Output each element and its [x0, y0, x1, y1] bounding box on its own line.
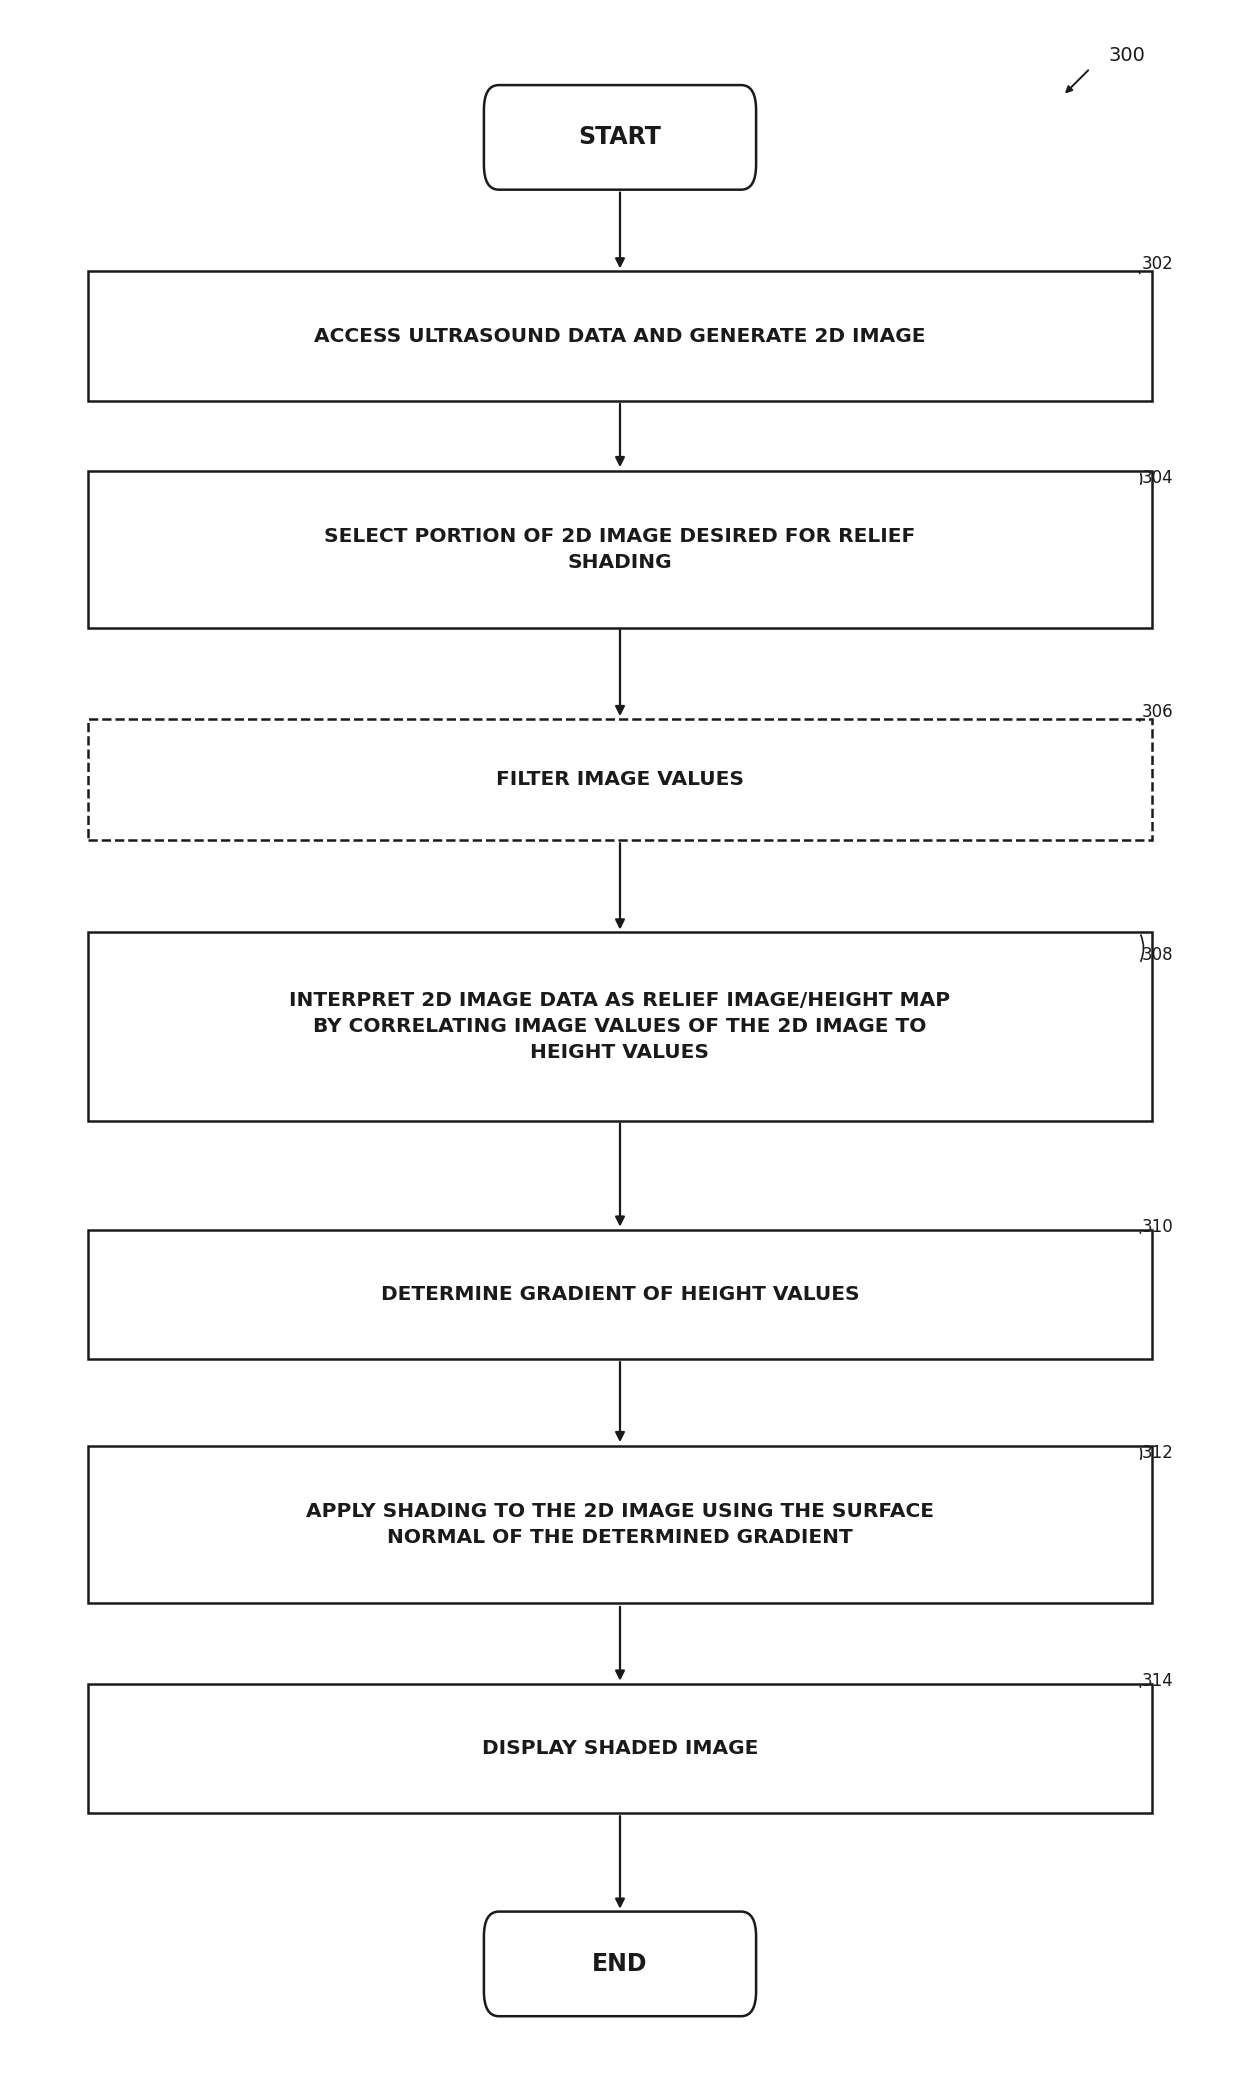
Text: SELECT PORTION OF 2D IMAGE DESIRED FOR RELIEF
SHADING: SELECT PORTION OF 2D IMAGE DESIRED FOR R… [325, 528, 915, 572]
Text: 308: 308 [1142, 945, 1174, 964]
FancyBboxPatch shape [484, 86, 756, 191]
Text: 310: 310 [1142, 1217, 1174, 1236]
Bar [88, 719, 1152, 840]
Text: ACCESS ULTRASOUND DATA AND GENERATE 2D IMAGE: ACCESS ULTRASOUND DATA AND GENERATE 2D I… [314, 327, 926, 346]
Text: 302: 302 [1142, 256, 1174, 272]
Text: 312: 312 [1142, 1443, 1174, 1462]
Bar [88, 932, 1152, 1121]
Bar [88, 1446, 1152, 1603]
Text: 300: 300 [1109, 46, 1146, 65]
Bar [88, 270, 1152, 400]
Text: START: START [579, 126, 661, 149]
Text: END: END [593, 1953, 647, 1976]
Text: FILTER IMAGE VALUES: FILTER IMAGE VALUES [496, 771, 744, 790]
FancyBboxPatch shape [484, 1911, 756, 2015]
Text: APPLY SHADING TO THE 2D IMAGE USING THE SURFACE
NORMAL OF THE DETERMINED GRADIEN: APPLY SHADING TO THE 2D IMAGE USING THE … [306, 1502, 934, 1546]
Bar [88, 1230, 1152, 1360]
Bar [88, 471, 1152, 628]
Bar [88, 1684, 1152, 1814]
Text: 304: 304 [1142, 469, 1174, 486]
Text: INTERPRET 2D IMAGE DATA AS RELIEF IMAGE/HEIGHT MAP
BY CORRELATING IMAGE VALUES O: INTERPRET 2D IMAGE DATA AS RELIEF IMAGE/… [289, 991, 951, 1062]
Text: 314: 314 [1142, 1672, 1174, 1691]
Text: DISPLAY SHADED IMAGE: DISPLAY SHADED IMAGE [482, 1739, 758, 1758]
Text: DETERMINE GRADIENT OF HEIGHT VALUES: DETERMINE GRADIENT OF HEIGHT VALUES [381, 1284, 859, 1303]
Text: 306: 306 [1142, 704, 1174, 721]
